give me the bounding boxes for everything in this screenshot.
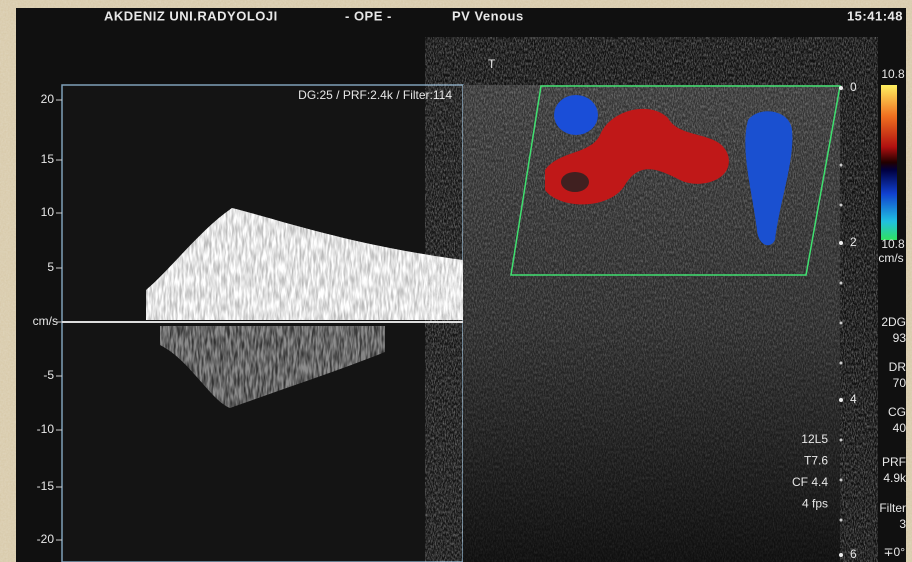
depth-label: 2 [850,235,857,249]
probe-info: CF 4.4 [792,475,828,489]
depth-label: 0 [850,80,857,94]
setting-value: 3 [899,517,906,531]
color-unit: cm/s [878,251,903,265]
depth-dot [839,321,843,325]
preset: PV Venous [452,8,524,23]
color-box [510,85,841,276]
depth-label: 6 [850,547,857,561]
depth-label: 4 [850,392,857,406]
depth-dot [839,241,843,245]
scale-label: -20 [37,532,55,546]
scale-label: cm/s [33,314,58,328]
color-top: 10.8 [881,67,905,81]
depth-dot [839,553,843,557]
depth-dot [839,86,843,90]
probe-info: 4 fps [802,497,828,511]
depth-dot [839,163,843,167]
spectral-params: DG:25 / PRF:2.4k / Filter:114 [298,88,452,102]
scale-label: 5 [47,260,54,274]
color-bar [881,85,897,240]
right-panel: 0 2 4 6 12L5 T7.6 CF 4.4 4 fps 2DG 93 DR 70 CG 40 PRF 4… [792,80,907,561]
setting-label: DR [889,360,907,374]
flow-blue [554,95,598,135]
flow-blue-vein [745,111,793,246]
scale-label: -15 [37,479,55,493]
setting-value: 4.9k [883,471,907,485]
setting-label: 2DG [881,315,906,329]
marker: T [488,57,496,71]
flow-red-core [561,172,589,192]
color-bottom: 10.8 [881,237,905,251]
setting-value: 70 [893,376,907,390]
mode: - OPE - [345,8,392,23]
site: AKDENIZ UNI.RADYOLOJI [104,8,278,23]
setting-label: Filter [879,501,906,515]
depth-dot [839,438,843,442]
time: 15:41:48 [847,8,903,23]
depth-dot [839,398,843,402]
depth-dot [839,518,843,522]
probe-info: T7.6 [804,454,828,468]
scale-label: 10 [41,205,55,219]
depth-dot [839,478,843,482]
setting-value: 93 [893,331,907,345]
scale-label: -10 [37,422,55,436]
setting-label: PRF [882,455,906,469]
angle: ∓0° [883,545,905,559]
velocity-scale: 20 15 10 5 cm/s -5 -10 -15 -20 [33,92,62,546]
scale-label: -5 [43,368,54,382]
scale-label: 20 [41,92,55,106]
spectral-panel [61,84,464,562]
probe-info: 12L5 [801,432,828,446]
depth-dot [839,203,843,207]
setting-label: CG [888,405,906,419]
depth-dot [839,361,843,365]
flow-red [545,108,729,205]
depth-dot [839,281,843,285]
setting-value: 40 [893,421,907,435]
scale-label: 15 [41,152,55,166]
